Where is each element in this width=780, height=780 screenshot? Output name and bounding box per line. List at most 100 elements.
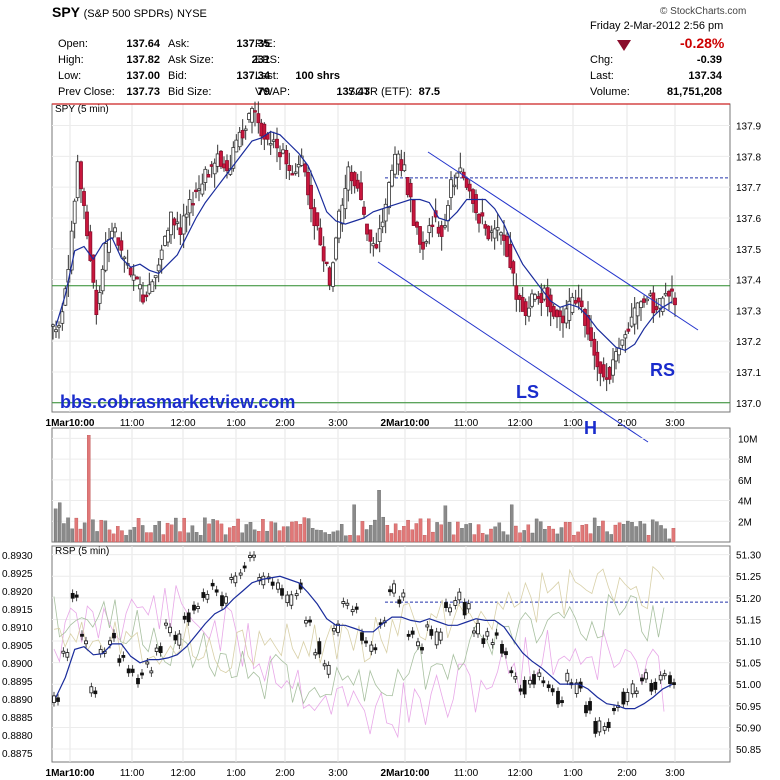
candle <box>604 377 609 380</box>
rsp-candle <box>602 726 607 731</box>
volume-bar <box>406 519 410 543</box>
candle <box>551 306 556 317</box>
volume-bar <box>588 533 593 543</box>
rsp-candle <box>494 632 499 636</box>
rsp-candle <box>528 679 532 685</box>
rsp-candle <box>61 650 66 654</box>
annotation-rs: RS <box>650 360 675 380</box>
volume-bar <box>319 530 323 543</box>
rsp-candle <box>186 612 191 623</box>
volume-bar <box>497 522 502 543</box>
candle <box>576 297 581 303</box>
volume-bar <box>514 525 518 543</box>
x-tick-label: 2Mar10:00 <box>381 768 430 779</box>
rsp-candle <box>369 644 374 652</box>
candle <box>209 164 214 167</box>
rsp-candle <box>326 664 331 675</box>
volume-bar <box>132 527 137 543</box>
rsp-candle <box>668 675 672 684</box>
candle <box>309 184 313 210</box>
quote-value: 81,751,208 <box>666 86 722 98</box>
x-tick-label: 11:00 <box>454 418 479 429</box>
candle <box>393 153 397 175</box>
volume-bar <box>555 533 560 543</box>
volume-bar <box>414 523 419 543</box>
candle <box>427 225 432 233</box>
y-tick-label: 137.3 <box>736 306 761 317</box>
rsp-candle <box>532 674 536 685</box>
x-tick-label: 3:00 <box>665 418 685 429</box>
rsp-candle <box>201 592 206 598</box>
volume-bar <box>534 518 539 543</box>
quote-value: 137.73 <box>126 86 160 98</box>
volume-bar <box>464 524 468 543</box>
volume-bar <box>427 518 431 543</box>
candle <box>411 199 416 226</box>
rsp-candle <box>565 672 570 682</box>
candle <box>54 329 58 333</box>
volume-bar <box>389 533 394 543</box>
y-tick-label: 10M <box>738 434 757 445</box>
candle <box>259 122 264 137</box>
volume-bar <box>207 523 211 543</box>
volume-bar <box>198 535 203 543</box>
rsp-candle <box>80 633 84 637</box>
candle <box>60 311 65 324</box>
volume-bar <box>373 519 377 543</box>
volume-bar <box>530 532 535 543</box>
candle <box>287 164 292 171</box>
quote-label: VWAP: <box>255 86 291 98</box>
volume-bar <box>385 524 390 543</box>
rsp-candle <box>476 622 480 635</box>
candle <box>147 284 152 294</box>
candle <box>296 164 301 168</box>
volume-bar <box>630 521 634 543</box>
rsp-candle <box>285 594 290 604</box>
candle <box>113 227 117 233</box>
volume-bar <box>335 530 340 543</box>
rsp-candle <box>653 681 658 690</box>
candle <box>355 179 360 189</box>
volume-bar <box>344 535 348 543</box>
rsp-candle <box>500 643 504 654</box>
rsp-overlay-pink <box>53 585 665 739</box>
rsp-candle <box>350 609 355 613</box>
quote-label: SCTR (ETF): <box>348 86 413 98</box>
rsp-candle <box>453 600 458 606</box>
volume-bar <box>489 528 493 543</box>
x-tick-label: 2:00 <box>275 768 295 779</box>
volume-bar <box>398 530 402 543</box>
y-tick-label: 0.8880 <box>2 731 33 742</box>
volume-bar <box>563 521 568 543</box>
volume-bar <box>642 523 647 543</box>
candle <box>639 301 643 308</box>
candle <box>72 200 77 224</box>
volume-bar <box>228 527 232 543</box>
volume-bar <box>468 523 473 543</box>
rsp-candle <box>98 648 103 655</box>
rsp-candle <box>112 632 116 639</box>
volume-bar <box>70 528 74 543</box>
volume-bar <box>456 521 460 543</box>
candle <box>660 297 665 312</box>
y-tick-label: 50.85 <box>736 745 761 756</box>
volume-bar <box>257 531 261 543</box>
candle <box>275 138 279 149</box>
rsp-candle <box>294 593 299 597</box>
y-tick-label: 137.1 <box>736 368 761 379</box>
volume-bar <box>447 521 452 543</box>
quote-value: 79 <box>257 86 270 98</box>
volume-bar <box>244 524 249 543</box>
quote-label: Ask: <box>168 38 190 50</box>
candle <box>262 123 267 140</box>
volume-bar <box>136 518 141 543</box>
quote-value: 137.35 <box>236 38 270 50</box>
y-tick-label: 2M <box>738 517 752 528</box>
candle <box>284 149 289 165</box>
candle <box>175 221 180 224</box>
candle <box>380 221 385 228</box>
candle <box>508 243 513 268</box>
candle <box>340 204 345 225</box>
volume-bar <box>650 519 655 543</box>
candle <box>611 359 615 376</box>
